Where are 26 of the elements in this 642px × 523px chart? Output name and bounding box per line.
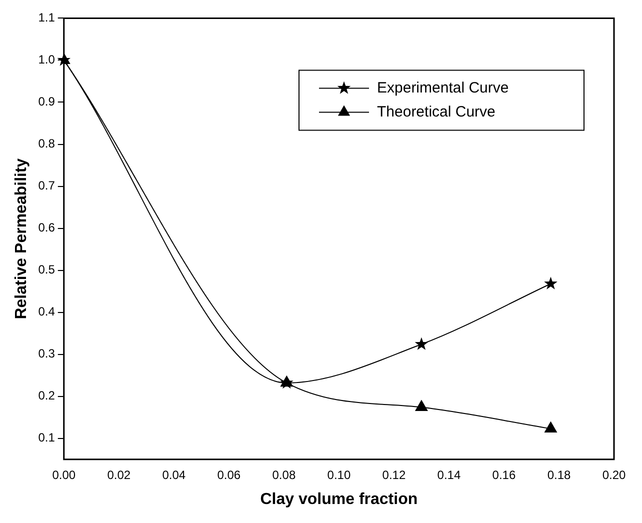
x-axis-title: Clay volume fraction	[260, 490, 418, 508]
x-tick-label: 0.14	[437, 468, 461, 482]
y-tick-label: 0.3	[38, 346, 56, 361]
y-tick-label: 0.7	[38, 178, 56, 193]
x-tick-label: 0.18	[547, 468, 571, 482]
x-tick-label: 0.20	[602, 468, 626, 482]
y-tick-label: 0.6	[38, 220, 56, 235]
y-tick-label: 0.4	[38, 304, 56, 319]
y-tick-label: 0.2	[38, 388, 56, 403]
y-tick-label: 0.8	[38, 136, 56, 151]
x-tick-label: 0.08	[272, 468, 296, 482]
x-tick-label: 0.02	[107, 468, 131, 482]
y-tick-label: 0.5	[38, 262, 56, 277]
y-tick-label: 0.1	[38, 430, 56, 445]
x-tick-label: 0.10	[327, 468, 351, 482]
x-tick-label: 0.12	[382, 468, 406, 482]
x-tick-label: 0.04	[162, 468, 186, 482]
y-tick-label: 1.1	[38, 10, 56, 25]
x-tick-label: 0.00	[52, 468, 76, 482]
y-axis-title: Relative Permeability	[13, 158, 30, 320]
legend-label: Experimental Curve	[377, 79, 509, 96]
x-tick-label: 0.16	[492, 468, 516, 482]
x-tick-label: 0.06	[217, 468, 241, 482]
y-tick-label: 1.0	[38, 52, 56, 67]
legend-label: Theoretical Curve	[377, 103, 496, 120]
y-tick-label: 0.9	[38, 94, 56, 109]
